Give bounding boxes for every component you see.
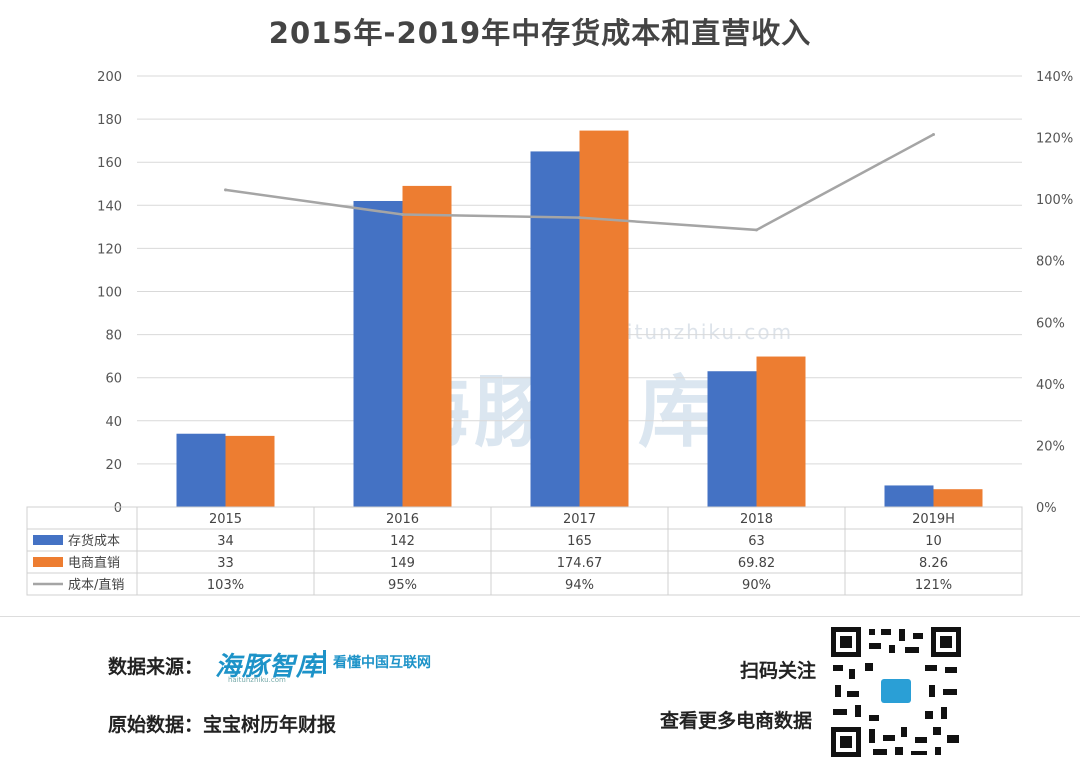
line-point (932, 132, 935, 136)
data-label: 103% (207, 578, 244, 593)
brand-url: haitunzhiku.com (228, 676, 286, 684)
y2-tick-label: 100% (1036, 193, 1073, 208)
bar-电商直销-2016 (402, 185, 452, 507)
legend-label: 电商直销 (68, 556, 120, 571)
data-label: 63 (748, 534, 765, 549)
x-tick-label: 2018 (740, 512, 773, 527)
data-label: 34 (217, 534, 234, 549)
qr-code-icon[interactable] (829, 625, 963, 759)
y-tick-label: 200 (97, 70, 122, 85)
y-tick-label: 180 (97, 113, 122, 128)
data-label: 95% (388, 578, 417, 593)
data-label: 10 (925, 534, 942, 549)
chart-title: 2015年-2019年中存货成本和直营收入 (268, 16, 812, 50)
y-tick-label: 0 (114, 501, 122, 516)
y-tick-label: 40 (105, 415, 122, 430)
y2-tick-label: 20% (1036, 439, 1065, 454)
data-label: 149 (390, 556, 415, 571)
legend-label: 成本/直销 (68, 578, 124, 593)
bar-存货成本-2017 (530, 151, 580, 508)
bar-电商直销-2015 (225, 435, 275, 507)
chart-svg: 0 20 40 60 80 100 120 140 160 180 200 0% 20% 40% 60% 80… (26, 70, 1073, 596)
source-label: 数据来源： (108, 656, 204, 678)
data-label: 174.67 (557, 556, 603, 571)
y2-tick-label: 0% (1036, 501, 1057, 516)
data-label: 33 (217, 556, 234, 571)
x-tick-label: 2016 (386, 512, 419, 527)
y-tick-label: 120 (97, 242, 122, 257)
y-tick-label: 160 (97, 156, 122, 171)
y-tick-label: 60 (105, 372, 122, 387)
line-point (755, 228, 758, 232)
chart-panel: 2015年-2019年中存货成本和直营收入 haitunzhiku.com 海豚… (26, 16, 1074, 596)
y-tick-label: 80 (105, 329, 122, 344)
bar-电商直销-2019H (933, 489, 983, 507)
bar-存货成本-2019H (884, 485, 934, 507)
bar-存货成本-2015 (176, 433, 226, 507)
y-tick-label: 140 (97, 199, 122, 214)
y-tick-label: 20 (105, 458, 122, 473)
y2-tick-label: 80% (1036, 255, 1065, 270)
data-label: 90% (742, 578, 771, 593)
line-point (401, 213, 404, 217)
legend-label: 存货成本 (68, 533, 120, 549)
line-point (224, 188, 227, 192)
bar-电商直销-2018 (756, 356, 806, 507)
data-label: 69.82 (738, 556, 775, 571)
x-tick-label: 2017 (563, 512, 596, 527)
legend-swatch (33, 557, 63, 567)
bar-存货成本-2018 (707, 371, 757, 507)
brand-logo[interactable]: 海豚智库 (215, 652, 324, 682)
more-data-label: 查看更多电商数据 (660, 710, 813, 732)
bar-电商直销-2017 (579, 130, 629, 507)
data-label: 94% (565, 578, 594, 593)
watermark-url: haitunzhiku.com (598, 320, 794, 344)
data-label: 121% (915, 578, 952, 593)
y2-tick-label: 60% (1036, 316, 1065, 331)
x-tick-label: 2019H (912, 512, 955, 527)
y2-tick-label: 140% (1036, 70, 1073, 85)
data-label: 8.26 (919, 556, 948, 571)
origin-label: 原始数据：宝宝树历年财报 (108, 714, 337, 736)
line-point (578, 216, 581, 220)
data-label: 142 (390, 534, 415, 549)
scan-label: 扫码关注 (740, 660, 817, 682)
x-tick-label: 2015 (209, 512, 242, 527)
brand-tagline: 看懂中国互联网 (333, 655, 431, 671)
bar-存货成本-2016 (353, 200, 403, 508)
y2-tick-label: 120% (1036, 132, 1073, 147)
brand-separator (323, 650, 326, 674)
data-label: 165 (567, 534, 592, 549)
y-tick-label: 100 (97, 286, 122, 301)
legend-swatch (33, 535, 63, 545)
y2-tick-label: 40% (1036, 378, 1065, 393)
